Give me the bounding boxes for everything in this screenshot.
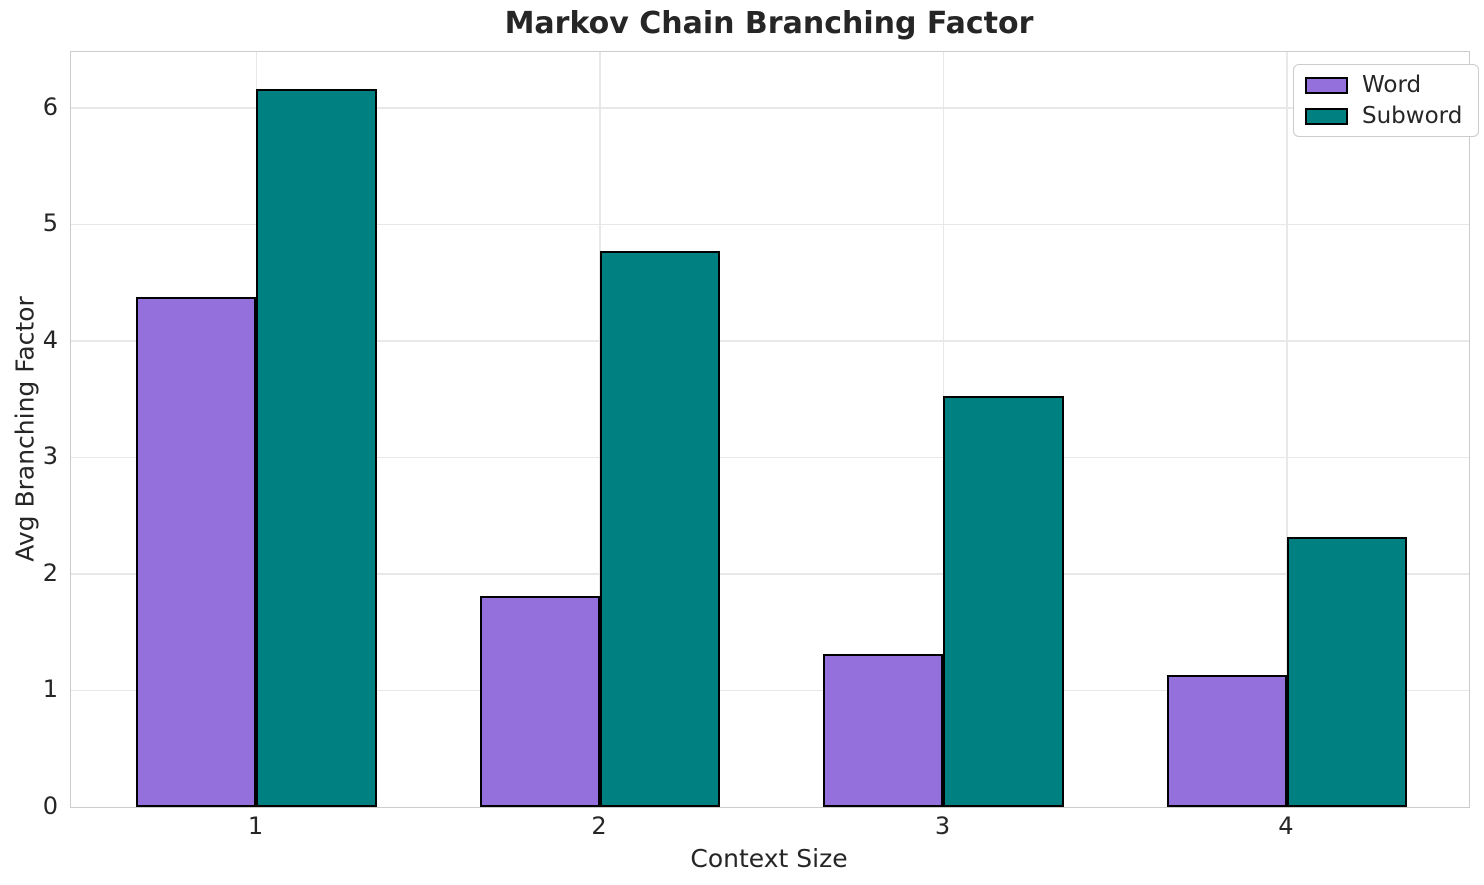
gridline-y-6 bbox=[71, 107, 1469, 109]
x-tick-label-2: 2 bbox=[591, 812, 607, 840]
bar-word-2 bbox=[479, 596, 600, 807]
y-tick-label-4: 4 bbox=[42, 325, 58, 354]
legend-swatch-subword bbox=[1305, 107, 1348, 125]
gridline-y-3 bbox=[71, 456, 1469, 459]
chart-title: Markov Chain Branching Factor bbox=[504, 6, 1034, 41]
y-tick-label-0: 0 bbox=[42, 792, 58, 820]
gridline-y-5 bbox=[71, 223, 1469, 226]
plot-area bbox=[70, 51, 1470, 808]
gridline-x-4 bbox=[1286, 52, 1288, 807]
legend-label-word: Word bbox=[1362, 72, 1422, 98]
bar-subword-4 bbox=[1286, 536, 1408, 807]
bar-subword-2 bbox=[599, 251, 721, 807]
legend-swatch-word bbox=[1305, 76, 1348, 94]
y-tick-label-5: 5 bbox=[42, 209, 58, 238]
legend-item-word: Word bbox=[1305, 72, 1462, 98]
y-tick-label-1: 1 bbox=[42, 675, 58, 704]
x-tick-label-3: 3 bbox=[934, 812, 951, 840]
bar-word-1 bbox=[136, 296, 257, 807]
gridline-y-2 bbox=[71, 573, 1469, 575]
bar-subword-1 bbox=[256, 89, 377, 807]
legend-label-subword: Subword bbox=[1362, 103, 1463, 129]
legend-item-subword: Subword bbox=[1305, 103, 1462, 129]
x-tick-label-1: 1 bbox=[247, 812, 264, 840]
bar-word-3 bbox=[823, 654, 944, 807]
bar-word-4 bbox=[1166, 675, 1287, 807]
legend: Word Subword bbox=[1293, 64, 1480, 137]
bar-subword-3 bbox=[943, 395, 1064, 807]
y-tick-label-6: 6 bbox=[42, 92, 58, 121]
x-axis-label: Context Size bbox=[690, 844, 848, 873]
gridline-y-1 bbox=[71, 689, 1469, 692]
y-tick-label-2: 2 bbox=[42, 558, 58, 587]
gridline-y-4 bbox=[71, 340, 1469, 342]
x-tick-label-4: 4 bbox=[1278, 812, 1294, 840]
y-tick-label-3: 3 bbox=[42, 442, 58, 471]
